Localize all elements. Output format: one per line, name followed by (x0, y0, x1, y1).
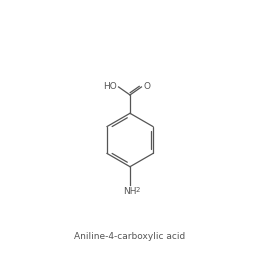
Text: NH: NH (123, 186, 137, 195)
Text: Aniline-4-carboxylic acid: Aniline-4-carboxylic acid (74, 232, 186, 241)
Text: O: O (144, 82, 151, 91)
Text: HO: HO (103, 82, 116, 91)
Text: 2: 2 (136, 187, 140, 193)
